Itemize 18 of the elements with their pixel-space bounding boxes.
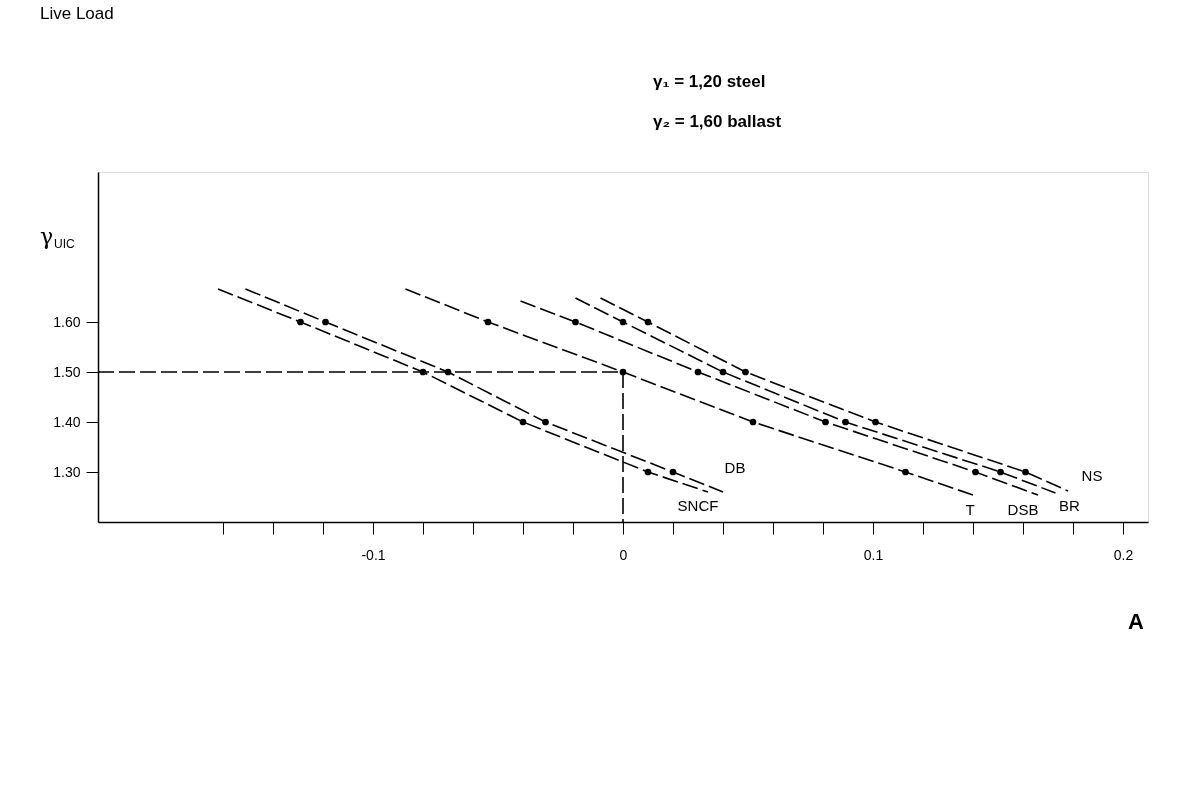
y-tick-label: 1.60 bbox=[53, 313, 81, 330]
y-tick-label: 1.40 bbox=[53, 413, 81, 430]
series-label: DSB bbox=[1007, 501, 1039, 518]
series-label: SNCF bbox=[677, 497, 719, 514]
x-tick-label: 0 bbox=[619, 546, 628, 563]
text: γ₂ = 1,60 ballast bbox=[653, 112, 782, 131]
x-tick-label: 0.1 bbox=[863, 546, 884, 563]
series-label: BR bbox=[1059, 497, 1081, 514]
series-label: T bbox=[965, 501, 975, 518]
text: γ₁ = 1,20 steel bbox=[653, 72, 766, 91]
x-tick-label: 0.2 bbox=[1113, 546, 1134, 563]
y-tick-label: 1.30 bbox=[53, 463, 81, 480]
chart-title: Live Load bbox=[40, 4, 114, 23]
series-label: NS bbox=[1081, 467, 1103, 484]
x-axis-title: A bbox=[1128, 609, 1145, 634]
series-label: DB bbox=[724, 459, 746, 476]
x-tick-label: -0.1 bbox=[361, 546, 386, 563]
y-tick-label: 1.50 bbox=[53, 363, 81, 380]
